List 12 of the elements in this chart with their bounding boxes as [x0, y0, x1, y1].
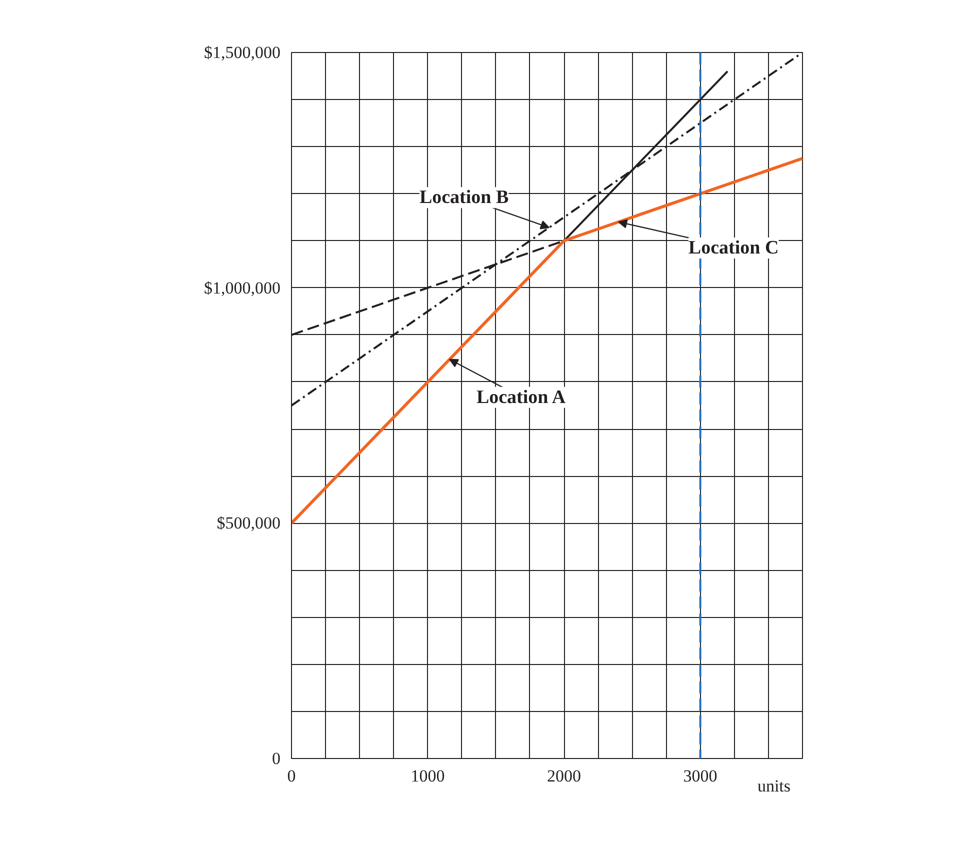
y-tick-label: $1,500,000: [204, 43, 280, 62]
x-tick-label: 1000: [410, 766, 445, 786]
annotation: Location B: [419, 187, 509, 208]
y-tick-label: $1,000,000: [204, 278, 280, 298]
y-tick-label: $500,000: [216, 514, 280, 533]
annotation: Location A: [476, 386, 566, 408]
y-tick-label: 0: [272, 749, 280, 768]
x-axis-title: units: [757, 776, 790, 796]
annotation: Location C: [688, 237, 779, 258]
x-tick-label: 2000: [547, 766, 582, 786]
x-tick-label: 3000: [683, 766, 718, 786]
x-tick-label: 0: [287, 766, 296, 786]
